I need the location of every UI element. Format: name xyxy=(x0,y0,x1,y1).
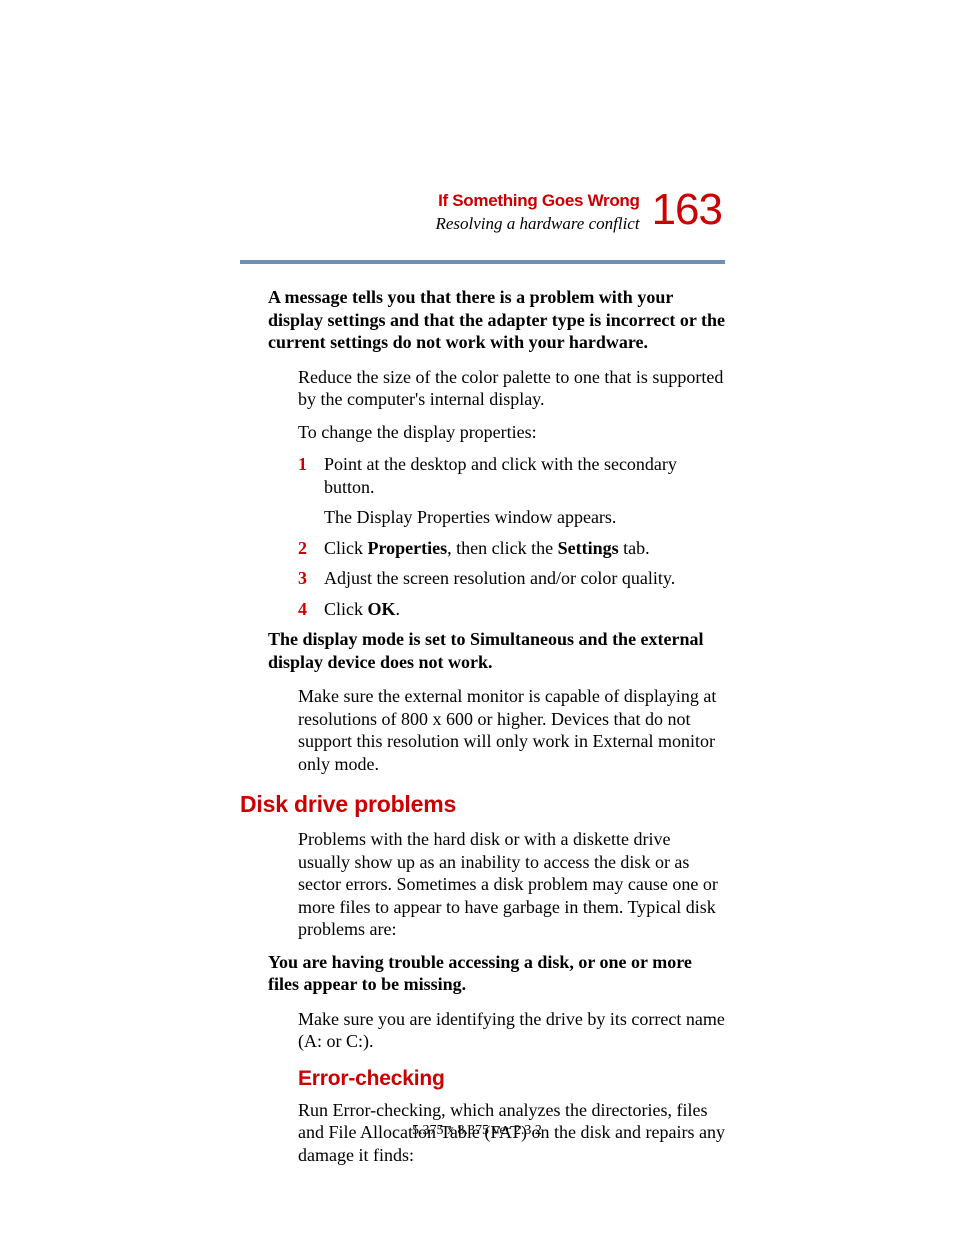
step-item: 1 Point at the desktop and click with th… xyxy=(298,453,726,498)
step-text: Point at the desktop and click with the … xyxy=(324,453,726,498)
chapter-title: If Something Goes Wrong xyxy=(438,192,640,211)
text-run: Click xyxy=(324,538,368,558)
step-number: 2 xyxy=(298,537,324,560)
step-subtext: The Display Properties window appears. xyxy=(324,506,726,529)
step-item: 4 Click OK. xyxy=(298,598,726,621)
problem-heading-access-disk: You are having trouble accessing a disk,… xyxy=(268,951,726,996)
header-text-block: If Something Goes Wrong Resolving a hard… xyxy=(435,192,639,234)
step-number: 4 xyxy=(298,598,324,621)
bold-run: OK xyxy=(368,599,396,619)
problem-heading-simultaneous: The display mode is set to Simultaneous … xyxy=(268,628,726,673)
paragraph: Problems with the hard disk or with a di… xyxy=(298,828,726,941)
heading-disk-drive-problems: Disk drive problems xyxy=(240,791,726,818)
paragraph: Make sure you are identifying the drive … xyxy=(298,1008,726,1053)
section-title: Resolving a hardware conflict xyxy=(435,213,639,234)
step-text: Adjust the screen resolution and/or colo… xyxy=(324,567,726,590)
paragraph: Make sure the external monitor is capabl… xyxy=(298,685,726,775)
header-rule xyxy=(240,260,725,264)
bold-run: Settings xyxy=(558,538,619,558)
text-run: tab. xyxy=(619,538,650,558)
paragraph: Reduce the size of the color palette to … xyxy=(298,366,726,411)
footer-version: 5.375 x 8.375 ver 2.3.2 xyxy=(0,1123,954,1139)
page-number: 163 xyxy=(652,188,722,232)
problem-heading-display-settings: A message tells you that there is a prob… xyxy=(268,286,726,354)
running-header: If Something Goes Wrong Resolving a hard… xyxy=(240,192,722,234)
paragraph: To change the display properties: xyxy=(298,421,726,444)
text-run: Click xyxy=(324,599,368,619)
bold-run: Properties xyxy=(368,538,448,558)
step-number: 3 xyxy=(298,567,324,590)
step-number: 1 xyxy=(298,453,324,498)
step-item: 3 Adjust the screen resolution and/or co… xyxy=(298,567,726,590)
content-area: A message tells you that there is a prob… xyxy=(268,286,726,1176)
page: If Something Goes Wrong Resolving a hard… xyxy=(0,0,954,1235)
text-run: , then click the xyxy=(447,538,557,558)
step-text: Click OK. xyxy=(324,598,726,621)
step-item: 2 Click Properties, then click the Setti… xyxy=(298,537,726,560)
step-text: Click Properties, then click the Setting… xyxy=(324,537,726,560)
heading-error-checking: Error-checking xyxy=(298,1067,726,1091)
text-run: . xyxy=(396,599,401,619)
